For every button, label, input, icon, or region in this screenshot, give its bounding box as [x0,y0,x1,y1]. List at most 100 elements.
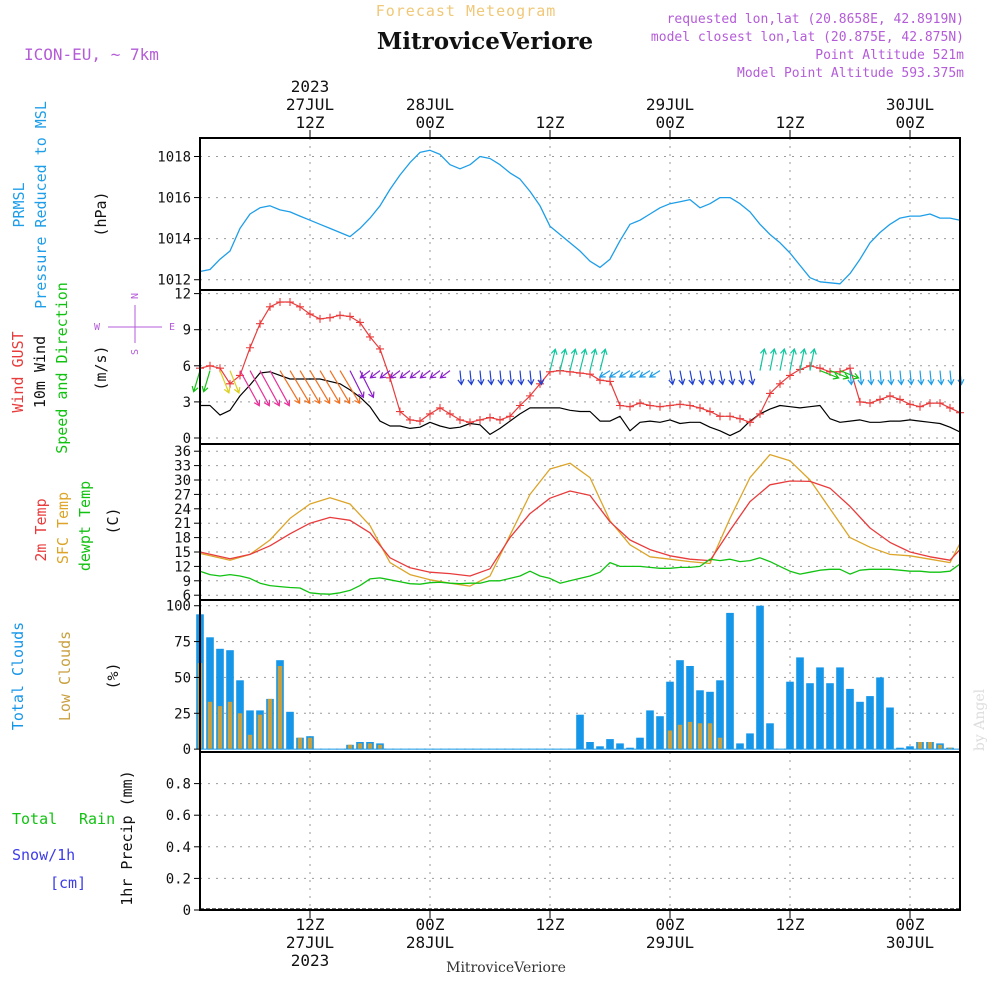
gust-marker [766,389,774,398]
low-cloud-bar [217,706,223,750]
bottom-time-label: 29JUL [646,933,694,952]
temp-sfc-line [199,453,961,587]
wind-direction-arrow [678,370,686,386]
wind-direction-arrow [688,370,696,386]
grid-layer [200,138,960,911]
total-cloud-bar [596,746,604,750]
total-cloud-bar [906,746,914,750]
gust-marker [366,332,374,341]
gust-marker [666,401,674,410]
wind-direction-arrow [628,370,641,378]
gust-marker [736,414,744,423]
wind-direction-arrow [527,370,535,386]
top-time-label: 30JUL [886,95,934,114]
gust-marker [376,344,384,353]
gust-marker [526,391,534,400]
low-cloud-bar [927,742,933,750]
label-hpa: (hPa) [92,191,110,236]
y-tick-label: 12 [174,559,191,575]
bottom-time-label: 00Z [656,915,685,934]
wind-direction-arrow [359,370,371,379]
wind-direction-arrow [839,370,860,380]
footer-location: MitroviceVeriore [446,960,566,976]
gust-marker [406,415,414,424]
total-cloud-bar [786,681,794,750]
low-cloud-bar [717,737,723,750]
total-cloud-bar [666,681,674,750]
low-cloud-bar [267,698,273,750]
bottom-time-label: 12Z [296,915,325,934]
wind-direction-arrow [947,370,955,386]
wind-direction-arrow [497,370,505,386]
gust-marker [346,312,354,321]
wind-direction-arrow [191,370,201,393]
wind-direction-arrow [829,370,850,380]
wind-direction-arrow [748,370,756,386]
total-cloud-bar [826,683,834,750]
wind-direction-arrow [589,348,598,371]
y-tick-label: 100 [166,599,191,615]
wind-direction-arrow [487,370,495,386]
wind-direction-arrow [759,347,767,371]
bottom-time-label: 27JUL [286,933,334,952]
wind-speed-line [200,371,961,437]
label-total-clouds: Total Clouds [9,622,27,730]
gust-marker [276,298,284,307]
total-cloud-bar [676,660,684,750]
gust-marker [456,415,464,424]
label-wind-gust: Wind GUST [9,331,27,412]
wind-direction-arrow [279,370,301,405]
y-tick-label: 0.8 [166,777,191,793]
total-cloud-bar [816,667,824,750]
top-time-label: 12Z [296,113,325,132]
low-cloud-bar [357,743,363,750]
compass-east: E [169,322,175,333]
bottom-time-label: 28JUL [406,933,454,952]
total-cloud-bar [716,680,724,750]
top-time-label: 00Z [896,113,925,132]
wind-direction-arrow [409,370,421,379]
bottom-time-label: 12Z [536,915,565,934]
wind-direction-arrow [429,370,441,379]
top-time-label: 12Z [776,113,805,132]
gust-marker [356,318,364,327]
y-tick-label: 0 [183,742,191,758]
gust-marker [226,379,234,388]
bottom-time-label: 2023 [291,951,330,970]
label-rain: Rain [79,810,115,828]
wind-direction-arrow [877,370,885,386]
wind-direction-arrow [229,370,241,394]
y-tick-label: 12 [174,287,191,303]
wind-direction-arrow [698,370,706,386]
wind-direction-arrow [537,370,545,386]
gust-marker [416,417,424,426]
wind-direction-arrow [399,370,411,379]
gust-marker [206,361,214,370]
label-low-clouds: Low Clouds [56,631,74,721]
wind-direction-arrow [219,370,231,394]
gust-marker [676,400,684,409]
total-cloud-bar [286,711,294,750]
wind-direction-arrow [559,348,568,371]
gust-marker [396,407,404,416]
wind-direction-arrow [249,370,271,407]
low-cloud-bar [917,742,923,750]
wind-direction-arrow [507,370,515,386]
total-cloud-bar [606,739,614,750]
wind-direction-arrow [299,370,321,405]
low-cloud-bar [247,734,253,750]
bottom-time-label: 00Z [416,915,445,934]
gust-marker [336,311,344,320]
wind-direction-arrow [379,370,391,379]
y-tick-label: 24 [174,502,191,518]
total-cloud-bar [726,612,734,750]
wind-direction-arrow [477,370,485,386]
total-cloud-bar [246,710,254,750]
low-cloud-bar [687,721,693,750]
requested-coordinates: requested lon,lat (20.8658E, 42.8919N) [667,12,964,27]
top-time-label: 00Z [416,113,445,132]
wind-direction-arrow [608,370,621,378]
gust-marker [716,412,724,421]
total-cloud-bar [226,650,234,750]
